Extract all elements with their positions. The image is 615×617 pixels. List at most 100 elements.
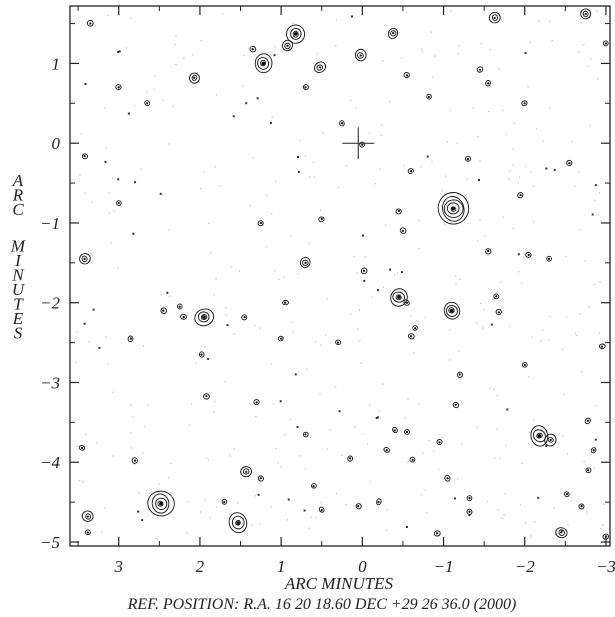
contour-level: [257, 57, 270, 70]
noise-speck: [262, 224, 265, 226]
noise-speck: [574, 185, 576, 187]
noise-speck: [529, 41, 531, 44]
noise-speck: [162, 99, 165, 102]
noise-speck: [551, 40, 553, 42]
contour-source: [598, 343, 606, 350]
noise-speck: [278, 278, 280, 280]
contour-level: [387, 27, 399, 39]
contour-peak: [304, 86, 307, 89]
noise-speck: [518, 176, 521, 178]
noise-speck: [536, 128, 538, 130]
noise-speck: [272, 403, 274, 405]
noise-speck: [382, 60, 384, 62]
noise-speck: [578, 229, 580, 231]
noise-speck: [410, 315, 412, 317]
contour-source: [199, 351, 205, 358]
noise-speck: [294, 373, 297, 376]
contour-peak: [537, 434, 542, 438]
noise-speck: [271, 116, 273, 118]
contour-source: [403, 71, 410, 79]
noise-speck: [299, 455, 301, 457]
noise-speck: [537, 496, 540, 499]
contour-source: [241, 314, 248, 321]
noise-speck: [329, 429, 331, 431]
y-tick-labels: 1 0 −1 −2 −3 −4 −5: [40, 54, 60, 552]
noise-speck: [534, 521, 536, 523]
x-tick-label: −3: [596, 557, 615, 576]
noise-speck: [400, 271, 403, 274]
noise-speck: [499, 281, 502, 283]
axis-ticks: [70, 6, 610, 546]
noise-speck: [418, 248, 420, 250]
noise-speck: [254, 324, 256, 327]
contour-peak: [527, 253, 530, 256]
noise-speck: [497, 509, 499, 511]
noise-speck: [335, 45, 337, 47]
noise-speck: [200, 188, 202, 190]
noise-speck: [495, 428, 498, 430]
noise-speck: [75, 362, 77, 364]
contour-peak: [385, 449, 388, 452]
noise-speck: [550, 256, 553, 258]
noise-speck: [186, 532, 188, 534]
noise-speck: [141, 519, 144, 522]
noise-speck: [363, 279, 366, 282]
noise-speck: [438, 468, 440, 470]
noise-speck: [304, 468, 307, 470]
noise-speck: [575, 332, 577, 334]
y-axis-title-letter: I: [14, 251, 22, 270]
contour-peak: [487, 249, 490, 252]
noise-speck: [214, 400, 216, 402]
noise-speck: [297, 272, 299, 275]
noise-speck: [291, 321, 293, 323]
noise-speck: [527, 86, 529, 88]
noise-speck: [455, 282, 457, 285]
noise-speck: [183, 57, 185, 60]
noise-speck: [205, 457, 208, 460]
noise-speck: [146, 91, 148, 94]
noise-speck: [129, 432, 132, 434]
noise-speck: [411, 327, 413, 329]
contour-level: [242, 468, 250, 475]
contour-level: [151, 493, 170, 514]
noise-speck: [386, 529, 388, 531]
noise-speck: [196, 72, 199, 74]
noise-speck: [109, 212, 111, 214]
noise-speck: [325, 334, 327, 336]
noise-speck: [492, 388, 495, 391]
noise-speck: [596, 10, 598, 12]
noise-speck: [407, 461, 409, 463]
noise-speck: [104, 107, 106, 109]
y-tick-label: −4: [40, 453, 60, 472]
noise-speck: [487, 500, 489, 503]
noise-speck: [454, 497, 457, 500]
contour-source: [495, 308, 502, 316]
y-axis-title-letter: S: [14, 324, 23, 343]
noise-speck: [446, 141, 449, 143]
contour-level: [200, 314, 208, 320]
noise-speck: [79, 174, 81, 176]
noise-speck: [509, 325, 511, 328]
noise-speck: [112, 177, 114, 180]
noise-speck: [345, 504, 347, 506]
noise-speck: [266, 194, 268, 197]
noise-speck: [214, 166, 217, 168]
noise-speck: [578, 51, 580, 53]
contour-level: [407, 333, 415, 340]
noise-speck: [283, 276, 286, 278]
noise-speck: [455, 275, 457, 277]
contour-level: [177, 303, 183, 310]
x-axis-title: ARC MINUTES: [284, 574, 394, 593]
noise-speck: [432, 76, 434, 79]
contour-level: [426, 93, 432, 100]
noise-speck: [154, 75, 156, 77]
noise-speck: [257, 493, 260, 496]
noise-speck: [382, 286, 385, 288]
noise-speck: [225, 306, 227, 309]
contour-level: [260, 59, 267, 67]
noise-speck: [395, 436, 397, 438]
contour-source: [311, 483, 317, 489]
noise-speck: [319, 209, 322, 211]
noise-speck: [193, 320, 195, 322]
contour-level: [157, 500, 164, 507]
